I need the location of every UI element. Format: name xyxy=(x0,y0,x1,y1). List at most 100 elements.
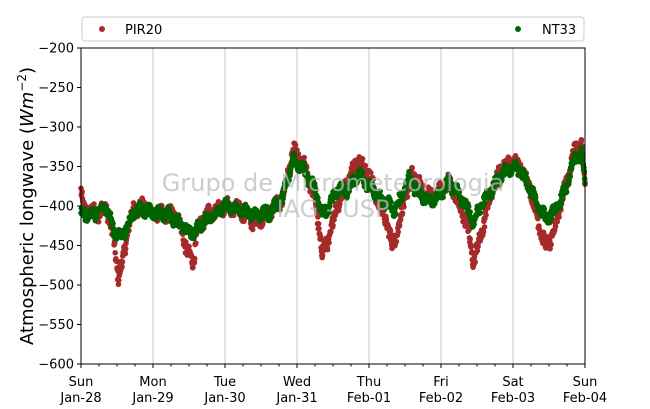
point-pir20 xyxy=(122,250,129,257)
point-pir20 xyxy=(548,241,554,248)
x-tick-label-date: Feb-03 xyxy=(491,391,535,406)
point-pir20 xyxy=(362,162,369,169)
point-nt33 xyxy=(346,188,353,195)
point-nt33 xyxy=(567,173,574,180)
point-nt33 xyxy=(558,197,565,203)
point-nt33 xyxy=(267,214,274,221)
point-pir20 xyxy=(315,214,321,220)
point-nt33 xyxy=(187,224,193,231)
legend-label-pir20: PIR20 xyxy=(125,23,162,38)
point-pir20 xyxy=(79,188,85,195)
x-tick-label-day: Sun xyxy=(573,375,598,390)
y-axis-title: Atmospheric longwave (Wm−2) xyxy=(15,67,38,345)
point-nt33 xyxy=(340,180,346,187)
point-pir20 xyxy=(191,259,198,266)
series-nt33 xyxy=(78,144,588,242)
point-pir20 xyxy=(404,194,411,200)
x-tick-label-day: Sun xyxy=(69,375,94,390)
point-nt33 xyxy=(280,193,287,199)
point-pir20 xyxy=(481,224,488,230)
point-pir20 xyxy=(249,226,256,233)
point-nt33 xyxy=(287,172,293,179)
point-nt33 xyxy=(326,209,332,216)
y-tick-label: −250 xyxy=(38,81,74,96)
point-pir20 xyxy=(475,243,481,250)
point-pir20 xyxy=(119,264,125,270)
y-tick-label: −500 xyxy=(38,279,74,294)
point-nt33 xyxy=(456,189,463,195)
point-pir20 xyxy=(328,228,334,235)
legend-marker-pir20 xyxy=(99,26,105,32)
point-pir20 xyxy=(467,236,473,242)
x-tick-label-day: Thu xyxy=(356,375,381,390)
y-tick-label: −300 xyxy=(38,121,74,136)
point-pir20 xyxy=(401,204,407,210)
point-pir20 xyxy=(316,225,322,232)
x-tick-label-date: Feb-01 xyxy=(347,391,391,406)
point-pir20 xyxy=(409,164,416,171)
y-tick-label: −200 xyxy=(38,42,74,57)
legend-box xyxy=(81,16,585,42)
point-pir20 xyxy=(112,240,118,246)
point-pir20 xyxy=(331,217,337,223)
y-axis-title-unit: Wm xyxy=(17,92,38,127)
point-pir20 xyxy=(472,259,479,265)
point-nt33 xyxy=(541,206,548,212)
point-nt33 xyxy=(107,210,114,216)
point-pir20 xyxy=(186,243,192,250)
point-pir20 xyxy=(416,173,423,180)
point-nt33 xyxy=(286,177,292,183)
watermark: Grupo de Micrometeorologia IAG - USP xyxy=(162,169,504,223)
point-pir20 xyxy=(368,169,374,176)
point-pir20 xyxy=(395,229,401,235)
point-nt33 xyxy=(122,235,128,242)
point-nt33 xyxy=(392,211,399,217)
point-nt33 xyxy=(377,188,383,195)
x-tick-label-day: Sat xyxy=(502,375,523,390)
y-axis: −200 −250 −300 −350 −400 −450 −500 −550 −600 xyxy=(38,42,81,373)
point-pir20 xyxy=(324,246,331,253)
point-nt33 xyxy=(477,210,484,216)
point-nt33 xyxy=(315,195,321,201)
point-nt33 xyxy=(301,163,308,170)
point-pir20 xyxy=(480,229,487,235)
x-tick-label-date: Jan-28 xyxy=(59,391,101,406)
point-nt33 xyxy=(581,168,588,175)
point-pir20 xyxy=(116,277,122,284)
x-tick-label-day: Tue xyxy=(213,375,236,390)
point-nt33 xyxy=(388,199,394,205)
point-nt33 xyxy=(175,212,181,218)
point-pir20 xyxy=(468,242,475,249)
point-pir20 xyxy=(317,236,324,242)
legend: PIR20 NT33 xyxy=(81,16,585,42)
point-pir20 xyxy=(359,156,366,162)
point-nt33 xyxy=(499,176,505,183)
point-nt33 xyxy=(291,151,298,158)
point-pir20 xyxy=(301,154,308,161)
y-tick-label: −450 xyxy=(38,239,74,254)
point-nt33 xyxy=(359,170,366,177)
y-axis-title-close: ) xyxy=(17,67,38,74)
x-tick-label-date: Jan-29 xyxy=(131,391,173,406)
point-pir20 xyxy=(554,218,561,225)
point-pir20 xyxy=(122,245,129,252)
y-tick-label: −350 xyxy=(38,160,74,175)
point-pir20 xyxy=(556,214,562,220)
point-nt33 xyxy=(532,195,539,201)
point-nt33 xyxy=(269,209,275,216)
point-pir20 xyxy=(112,250,118,256)
data-points xyxy=(78,136,588,288)
point-pir20 xyxy=(315,220,322,227)
x-tick-label-date: Feb-02 xyxy=(419,391,463,406)
y-axis-title-exponent: −2 xyxy=(15,74,29,92)
point-nt33 xyxy=(402,188,409,194)
point-pir20 xyxy=(474,247,481,254)
point-nt33 xyxy=(563,189,570,195)
point-nt33 xyxy=(467,209,473,215)
y-tick-label: −400 xyxy=(38,200,74,215)
point-pir20 xyxy=(241,218,247,224)
point-pir20 xyxy=(397,216,404,223)
point-pir20 xyxy=(326,239,332,246)
point-nt33 xyxy=(557,204,563,210)
